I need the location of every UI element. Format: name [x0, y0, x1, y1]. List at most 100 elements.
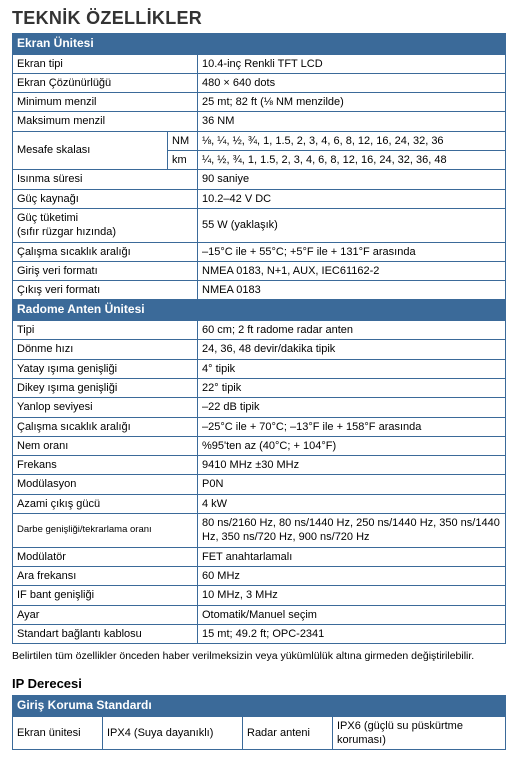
- row-op-temp-display: Çalışma sıcaklık aralığı –15°C ile + 55°…: [13, 242, 506, 261]
- value: P0N: [198, 475, 506, 494]
- row-antenna-type: Tipi 60 cm; 2 ft radome radar anten: [13, 321, 506, 340]
- sublabel-nm: NM: [168, 131, 198, 150]
- value: 55 W (yaklaşık): [198, 208, 506, 242]
- label: IF bant genişliği: [13, 586, 198, 605]
- row-min-range: Minimum menzil 25 mt; 82 ft (⅛ NM menzil…: [13, 93, 506, 112]
- row-modulation: Modülasyon P0N: [13, 475, 506, 494]
- value: ¼, ½, ¾, 1, 1.5, 2, 3, 4, 6, 8, 12, 16, …: [198, 151, 506, 170]
- row-if-bandwidth: IF bant genişliği 10 MHz, 3 MHz: [13, 586, 506, 605]
- value: 4° tipik: [198, 359, 506, 378]
- value: NMEA 0183: [198, 281, 506, 300]
- row-max-range: Maksimum menzil 36 NM: [13, 112, 506, 131]
- value: 15 mt; 49.2 ft; OPC-2341: [198, 624, 506, 643]
- label: Çalışma sıcaklık aralığı: [13, 242, 198, 261]
- row-display-type: Ekran tipi 10.4-inç Renkli TFT LCD: [13, 54, 506, 73]
- page-title: TEKNİK ÖZELLİKLER: [12, 8, 506, 29]
- value: 9410 MHz ±30 MHz: [198, 456, 506, 475]
- label: Mesafe skalası: [13, 131, 168, 170]
- row-tuning: Ayar Otomatik/Manuel seçim: [13, 605, 506, 624]
- label: Maksimum menzil: [13, 112, 198, 131]
- section-header-display: Ekran Ünitesi: [13, 34, 506, 55]
- label: Azami çıkış gücü: [13, 494, 198, 513]
- label: Güç tüketimi (sıfır rüzgar hızında): [13, 208, 198, 242]
- label: Giriş veri formatı: [13, 261, 198, 280]
- value: Otomatik/Manuel seçim: [198, 605, 506, 624]
- ip-heading: IP Derecesi: [12, 676, 506, 691]
- value: 22° tipik: [198, 378, 506, 397]
- row-warmup: Isınma süresi 90 saniye: [13, 170, 506, 189]
- ip-section-header: Giriş Koruma Standardı: [13, 696, 506, 717]
- row-humidity: Nem oranı %95'ten az (40°C; + 104°F): [13, 436, 506, 455]
- row-modulator: Modülatör FET anahtarlamalı: [13, 547, 506, 566]
- row-range-scale-nm: Mesafe skalası NM ⅛, ¼, ½, ¾, 1, 1.5, 2,…: [13, 131, 506, 150]
- row-op-temp-antenna: Çalışma sıcaklık aralığı –25°C ile + 70°…: [13, 417, 506, 436]
- section-header-label: Radome Anten Ünitesi: [13, 300, 506, 321]
- row-vertical-beam: Dikey ışıma genişliği 22° tipik: [13, 378, 506, 397]
- spec-footnote: Belirtilen tüm özellikler önceden haber …: [12, 650, 506, 662]
- ip-antenna-value: IPX6 (güçlü su püskürtme koruması): [333, 716, 506, 750]
- label: Modülatör: [13, 547, 198, 566]
- label: Yatay ışıma genişliği: [13, 359, 198, 378]
- row-pulse-width: Darbe genişliği/tekrarlama oranı 80 ns/2…: [13, 514, 506, 548]
- label: Frekans: [13, 456, 198, 475]
- value: 60 MHz: [198, 566, 506, 585]
- ip-display-value: IPX4 (Suya dayanıklı): [103, 716, 243, 750]
- value: –15°C ile + 55°C; +5°F ile + 131°F arası…: [198, 242, 506, 261]
- value: FET anahtarlamalı: [198, 547, 506, 566]
- label: Tipi: [13, 321, 198, 340]
- value: 4 kW: [198, 494, 506, 513]
- row-horizontal-beam: Yatay ışıma genişliği 4° tipik: [13, 359, 506, 378]
- value: 480 × 640 dots: [198, 73, 506, 92]
- value: 25 mt; 82 ft (⅛ NM menzilde): [198, 93, 506, 112]
- row-input-format: Giriş veri formatı NMEA 0183, N+1, AUX, …: [13, 261, 506, 280]
- value: –25°C ile + 70°C; –13°F ile + 158°F aras…: [198, 417, 506, 436]
- value: 10.4-inç Renkli TFT LCD: [198, 54, 506, 73]
- ip-display-label: Ekran ünitesi: [13, 716, 103, 750]
- value: NMEA 0183, N+1, AUX, IEC61162-2: [198, 261, 506, 280]
- row-if: Ara frekansı 60 MHz: [13, 566, 506, 585]
- row-power-source: Güç kaynağı 10.2–42 V DC: [13, 189, 506, 208]
- section-header-radome: Radome Anten Ünitesi: [13, 300, 506, 321]
- label: Ara frekansı: [13, 566, 198, 585]
- value: %95'ten az (40°C; + 104°F): [198, 436, 506, 455]
- section-header-label: Ekran Ünitesi: [13, 34, 506, 55]
- value: 10 MHz, 3 MHz: [198, 586, 506, 605]
- label: Ekran Çözünürlüğü: [13, 73, 198, 92]
- spec-table: Ekran Ünitesi Ekran tipi 10.4-inç Renkli…: [12, 33, 506, 644]
- label: Nem oranı: [13, 436, 198, 455]
- value: –22 dB tipik: [198, 398, 506, 417]
- row-frequency: Frekans 9410 MHz ±30 MHz: [13, 456, 506, 475]
- value: 24, 36, 48 devir/dakika tipik: [198, 340, 506, 359]
- label: Çıkış veri formatı: [13, 281, 198, 300]
- row-sidelobe: Yanlop seviyesi –22 dB tipik: [13, 398, 506, 417]
- row-std-cable: Standart bağlantı kablosu 15 mt; 49.2 ft…: [13, 624, 506, 643]
- row-rotation-speed: Dönme hızı 24, 36, 48 devir/dakika tipik: [13, 340, 506, 359]
- label: Isınma süresi: [13, 170, 198, 189]
- row-power-consumption: Güç tüketimi (sıfır rüzgar hızında) 55 W…: [13, 208, 506, 242]
- value: 10.2–42 V DC: [198, 189, 506, 208]
- ip-table: Giriş Koruma Standardı Ekran ünitesi IPX…: [12, 695, 506, 750]
- row-resolution: Ekran Çözünürlüğü 480 × 640 dots: [13, 73, 506, 92]
- value: ⅛, ¼, ½, ¾, 1, 1.5, 2, 3, 4, 6, 8, 12, 1…: [198, 131, 506, 150]
- label: Ayar: [13, 605, 198, 624]
- label: Modülasyon: [13, 475, 198, 494]
- sublabel-km: km: [168, 151, 198, 170]
- value: 36 NM: [198, 112, 506, 131]
- label: Dikey ışıma genişliği: [13, 378, 198, 397]
- ip-antenna-label: Radar anteni: [243, 716, 333, 750]
- label: Ekran tipi: [13, 54, 198, 73]
- row-output-format: Çıkış veri formatı NMEA 0183: [13, 281, 506, 300]
- label: Minimum menzil: [13, 93, 198, 112]
- label: Yanlop seviyesi: [13, 398, 198, 417]
- value: 90 saniye: [198, 170, 506, 189]
- label: Standart bağlantı kablosu: [13, 624, 198, 643]
- label: Güç kaynağı: [13, 189, 198, 208]
- label: Çalışma sıcaklık aralığı: [13, 417, 198, 436]
- value: 60 cm; 2 ft radome radar anten: [198, 321, 506, 340]
- value: 80 ns/2160 Hz, 80 ns/1440 Hz, 250 ns/144…: [198, 514, 506, 548]
- ip-section-header-label: Giriş Koruma Standardı: [13, 696, 506, 717]
- label: Dönme hızı: [13, 340, 198, 359]
- label: Darbe genişliği/tekrarlama oranı: [13, 514, 198, 548]
- row-peak-power: Azami çıkış gücü 4 kW: [13, 494, 506, 513]
- ip-row: Ekran ünitesi IPX4 (Suya dayanıklı) Rada…: [13, 716, 506, 750]
